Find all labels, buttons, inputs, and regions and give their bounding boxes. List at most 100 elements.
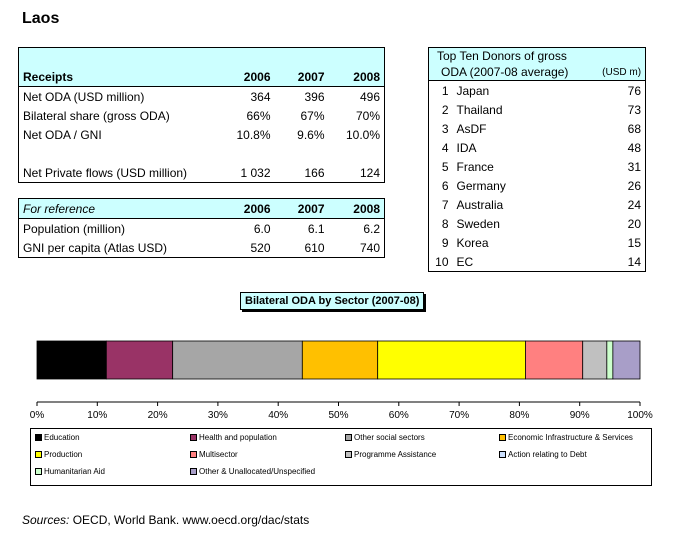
donor-amount: 14 — [627, 254, 642, 269]
legend-swatch — [499, 434, 506, 441]
chart-title: Bilateral ODA by Sector (2007-08) — [240, 292, 425, 310]
donor-amount: 15 — [627, 235, 642, 250]
legend-item: Production — [35, 450, 82, 459]
donors-title-line1: Top Ten Donors of gross — [428, 47, 646, 64]
sector-bar-chart: 0% 10% 20% 30% 40% 50% 60% 70% 80% 90% 100% — [30, 340, 653, 421]
donor-rank: 6 — [441, 178, 449, 193]
donor-name: Korea — [456, 235, 489, 250]
receipts-header-row: Receipts 2006 2007 2008 — [18, 67, 385, 87]
donor-rank: 1 — [441, 83, 449, 98]
receipts-row-bilateral-share: Bilateral share (gross ODA) 66% 67% 70% — [19, 106, 385, 125]
x-tick-label: 90% — [570, 410, 590, 421]
x-tick-label: 20% — [148, 410, 168, 421]
cell-2007: 396 — [304, 89, 325, 104]
donors-unit: (USD m) — [590, 64, 646, 81]
reference-header-2007: 2007 — [274, 198, 329, 219]
donor-amount: 73 — [627, 102, 642, 117]
legend-label: Health and population — [199, 433, 277, 442]
sources-label: Sources: — [22, 513, 70, 527]
donor-row: 6 Germany 26 — [429, 176, 646, 195]
receipts-empty-row — [19, 144, 385, 163]
reference-row-gni-per-capita: GNI per capita (Atlas USD) 520 610 740 — [19, 238, 385, 258]
legend-swatch — [190, 468, 197, 475]
top-donors-table: Top Ten Donors of gross ODA (2007-08 ave… — [428, 47, 647, 272]
receipts-header-spacer — [18, 47, 385, 67]
donor-amount: 76 — [627, 83, 642, 98]
receipts-header-2006: 2006 — [218, 67, 275, 87]
legend-item: Action relating to Debt — [499, 450, 587, 459]
x-tick-label: 0% — [30, 410, 45, 421]
chart-legend: Education Health and population Other soci… — [30, 428, 652, 486]
x-tick-label: 70% — [449, 410, 469, 421]
row-label: Net ODA / GNI — [23, 127, 102, 142]
bar-segment — [36, 340, 107, 380]
donor-rank: 5 — [441, 159, 449, 174]
row-label: Population (million) — [23, 221, 126, 236]
donor-row: 4 IDA 48 — [429, 138, 646, 157]
row-label: Net Private flows (USD million) — [23, 165, 188, 180]
receipts-header-2007: 2007 — [274, 67, 329, 87]
legend-swatch — [35, 451, 42, 458]
legend-label: Action relating to Debt — [508, 450, 587, 459]
legend-item: Economic Infrastructure & Services — [499, 433, 633, 442]
cell-2006: 520 — [250, 240, 271, 255]
donor-rank: 10 — [435, 254, 449, 269]
legend-item: Other social sectors — [345, 433, 425, 442]
donor-row: 9 Korea 15 — [429, 233, 646, 252]
donor-row: 5 France 31 — [429, 157, 646, 176]
x-tick-label: 100% — [627, 410, 653, 421]
donor-rank: 8 — [441, 216, 449, 231]
legend-swatch — [499, 451, 506, 458]
legend-item: Other & Unallocated/Unspecified — [190, 467, 315, 476]
x-tick-label: 50% — [328, 410, 348, 421]
reference-header-2006: 2006 — [218, 198, 275, 219]
cell-2006: 364 — [250, 89, 271, 104]
receipts-row-net-oda: Net ODA (USD million) 364 396 496 — [19, 87, 385, 107]
legend-swatch — [345, 451, 352, 458]
legend-label: Economic Infrastructure & Services — [508, 433, 633, 442]
legend-item: Health and population — [190, 433, 277, 442]
legend-label: Multisector — [199, 450, 238, 459]
legend-swatch — [35, 468, 42, 475]
x-tick-label: 10% — [87, 410, 107, 421]
donor-rank: 4 — [441, 140, 449, 155]
sources-text: OECD, World Bank. www.oecd.org/dac/stats — [72, 513, 310, 527]
bar-segment — [525, 340, 584, 380]
bar-segment — [105, 340, 174, 380]
receipts-header-label: Receipts — [18, 67, 219, 87]
reference-header-2008: 2008 — [328, 198, 385, 219]
donor-row: 7 Australia 24 — [429, 195, 646, 214]
legend-item: Multisector — [190, 450, 238, 459]
x-tick-label: 30% — [208, 410, 228, 421]
bar-segment — [172, 340, 303, 380]
row-label: Net ODA (USD million) — [23, 89, 145, 104]
x-tick-label: 60% — [389, 410, 409, 421]
legend-item: Programme Assistance — [345, 450, 436, 459]
legend-label: Humanitarian Aid — [44, 467, 105, 476]
cell-2006: 1 032 — [240, 165, 271, 180]
legend-label: Other & Unallocated/Unspecified — [199, 467, 316, 476]
reference-table: For reference 2006 2007 2008 Population … — [18, 198, 385, 258]
donor-row: 8 Sweden 20 — [429, 214, 646, 233]
cell-2008: 740 — [359, 240, 380, 255]
cell-2007: 67% — [300, 108, 325, 123]
page-title: Laos — [22, 10, 60, 27]
x-tick-label: 80% — [509, 410, 529, 421]
donor-amount: 20 — [627, 216, 642, 231]
donor-rank: 9 — [441, 235, 449, 250]
donor-row: 2 Thailand 73 — [429, 100, 646, 119]
reference-header-row: For reference 2006 2007 2008 — [18, 198, 385, 219]
cell-2008: 70% — [355, 108, 380, 123]
x-tick-label: 40% — [268, 410, 288, 421]
cell-2008: 124 — [359, 165, 380, 180]
donor-name: Japan — [456, 83, 490, 98]
donor-rank: 3 — [441, 121, 449, 136]
donors-title-row-2: ODA (2007-08 average) (USD m) — [428, 64, 646, 81]
donor-amount: 48 — [627, 140, 642, 155]
reference-header-label: For reference — [18, 198, 219, 219]
donor-name: France — [456, 159, 494, 174]
legend-swatch — [190, 451, 197, 458]
cell-2008: 6.2 — [363, 221, 380, 236]
cell-2008: 10.0% — [345, 127, 380, 142]
donor-name: IDA — [456, 140, 477, 155]
